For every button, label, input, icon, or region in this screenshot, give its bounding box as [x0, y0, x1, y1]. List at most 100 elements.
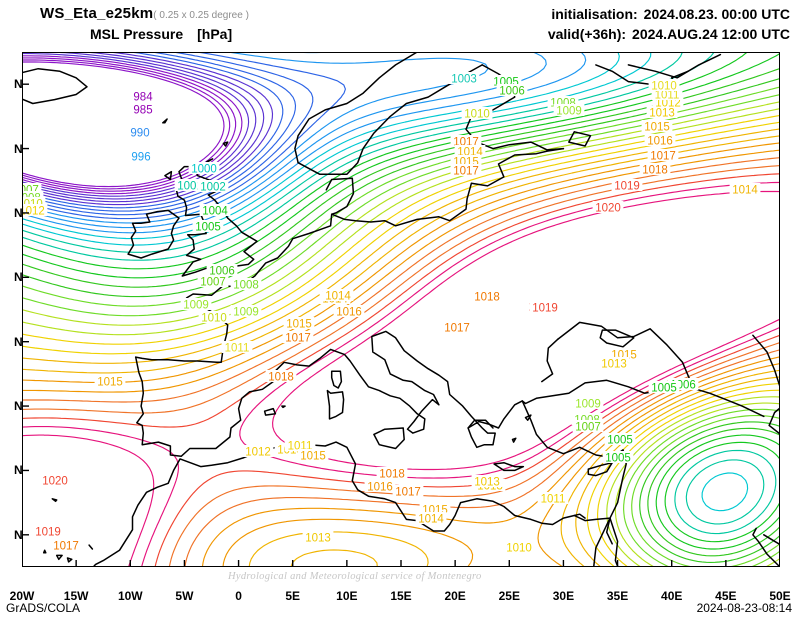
coastline-segment	[687, 386, 765, 418]
isobar-994	[22, 52, 314, 216]
coastline-segment	[587, 461, 613, 477]
contour-label-mask	[602, 451, 634, 463]
coastline-segment	[573, 513, 586, 519]
contour-label-1009: 1009	[183, 300, 209, 312]
valid-time-label: valid(+36h):	[547, 26, 627, 42]
contour-label-1015: 1015	[300, 451, 326, 463]
valid-time-row: valid(+36h): 2024.AUG.24 12:00 UTC	[430, 24, 790, 44]
coastline-segment	[752, 527, 780, 567]
y-tick-60n: N	[14, 141, 23, 156]
contour-label-mask	[129, 150, 153, 162]
isobar-1020	[239, 181, 780, 479]
contour-label-1015: 1015	[286, 319, 312, 331]
contour-label-1016: 1016	[367, 482, 393, 494]
contour-label-mask	[471, 290, 503, 302]
contour-label-1006: 1006	[499, 86, 525, 98]
initialisation-row: initialisation: 2024.08.23. 00:00 UTC	[430, 4, 790, 24]
coastline-segment	[134, 147, 565, 364]
contour-label-mask	[639, 163, 671, 175]
coastline-segment	[752, 334, 780, 427]
contour-label-mask	[648, 79, 680, 91]
model-name: WS_Eta_e25km	[40, 5, 154, 22]
contour-label-1018: 1018	[379, 469, 405, 481]
contour-label-1007: 1007	[200, 277, 226, 289]
isobar-1014	[22, 135, 780, 374]
contour-label-mask	[644, 134, 676, 146]
contour-label-1014: 1014	[732, 185, 758, 197]
initialisation-label: initialisation:	[551, 6, 638, 22]
contour-label-1007: 1007	[575, 422, 601, 434]
model-title-row: WS_Eta_e25km( 0.25 x 0.25 degree )	[40, 4, 420, 24]
contour-label-1003: 1003	[451, 74, 477, 86]
contour-label-1005: 1005	[605, 453, 631, 465]
isobar-999	[22, 52, 620, 240]
isobar-1001	[685, 459, 765, 525]
contour-label-mask	[598, 357, 630, 369]
contour-label-mask	[611, 179, 643, 191]
isobar-1013	[22, 128, 780, 364]
contour-label-mask	[284, 439, 316, 451]
contour-label-mask	[128, 126, 152, 138]
isobar-1010	[22, 108, 780, 336]
contour-label-1011: 1011	[655, 90, 680, 102]
isobar-988	[22, 52, 250, 197]
y-tick-65n: N	[14, 77, 23, 92]
contour-label-mask	[230, 278, 262, 290]
contour-label-mask	[415, 512, 447, 524]
variable-name: MSL Pressure	[90, 26, 184, 42]
contour-label-mask	[592, 201, 624, 213]
contour-label-1018: 1018	[268, 372, 294, 384]
x-tick-30E: 30E	[552, 589, 575, 603]
header-left-block: WS_Eta_e25km( 0.25 x 0.25 degree ) MSL P…	[40, 4, 420, 44]
contour-label-1009: 1009	[575, 399, 601, 411]
coastline-segment	[134, 330, 689, 458]
contour-label-996: 996	[131, 152, 150, 164]
contour-label-1020: 1020	[42, 476, 68, 488]
contour-label-1005: 1005	[195, 222, 221, 234]
coastline-segment	[51, 498, 58, 503]
contour-label-mask	[441, 321, 473, 333]
coastline-segment	[557, 321, 692, 384]
contour-label-mask	[572, 397, 604, 409]
isobar-1015	[222, 518, 474, 567]
contour-label-mask	[729, 183, 761, 195]
coastline-segment	[627, 53, 722, 79]
contour-label-mask	[198, 311, 230, 323]
coastline-segment	[541, 338, 559, 383]
coastline-segment	[127, 209, 180, 259]
isobar-1008	[22, 94, 780, 317]
contour-label-985: 985	[133, 105, 152, 117]
isobar-1006	[639, 421, 780, 563]
contour-label-mask	[471, 475, 503, 487]
contour-label-1010: 1010	[506, 543, 532, 555]
isobar-985	[22, 59, 231, 190]
contour-label-mask	[648, 381, 680, 393]
contour-label-mask	[199, 204, 231, 216]
x-tick-35E: 35E	[606, 589, 629, 603]
contour-label-mask	[131, 103, 155, 115]
x-tick-10W: 10W	[117, 589, 143, 603]
isobar-1013	[290, 549, 378, 567]
valid-time-value: 2024.AUG.24 12:00 UTC	[632, 26, 790, 42]
contour-label-1017: 1017	[444, 323, 470, 335]
contour-label-mask	[604, 433, 636, 445]
contour-label-mask	[392, 485, 424, 497]
contour-label-mask	[265, 370, 297, 382]
coastline-segment	[524, 414, 532, 421]
generation-timestamp: 2024-08-23-08:14	[696, 601, 792, 615]
contour-label-mask	[192, 220, 224, 232]
contour-label-mask	[450, 135, 482, 147]
y-tick-30n: N	[14, 527, 23, 542]
x-tick-0: 0	[235, 589, 242, 603]
isobar-1002	[674, 449, 777, 535]
x-tick-10E: 10E	[336, 589, 358, 603]
contour-label-1009: 1009	[556, 106, 582, 118]
y-tick-40n: N	[14, 399, 23, 414]
contour-label-mask	[230, 305, 262, 317]
contour-label-mask	[572, 420, 604, 432]
contour-label-mask	[297, 449, 329, 461]
contour-label-1013: 1013	[601, 359, 627, 371]
